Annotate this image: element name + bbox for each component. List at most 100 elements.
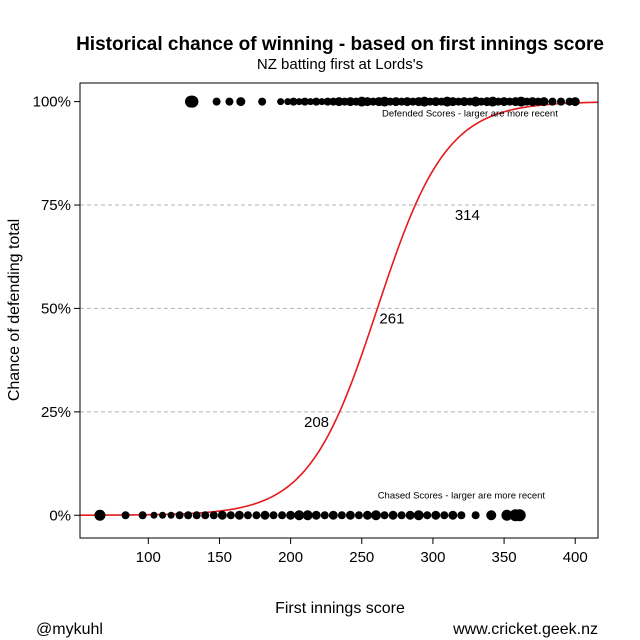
defended-point (431, 97, 441, 107)
chart-title: Historical chance of winning - based on … (76, 34, 604, 55)
curve-callout: 208 (304, 414, 329, 431)
chased-point (138, 511, 147, 520)
curve-callout: 261 (379, 310, 404, 327)
x-tick-label: 200 (278, 549, 303, 566)
annotation-label: Chased Scores - larger are more recent (378, 491, 546, 502)
y-tick-label: 25% (41, 404, 71, 421)
defended-point (295, 98, 303, 106)
chased-point (501, 509, 513, 521)
chased-point (234, 510, 244, 520)
data-points (94, 95, 580, 522)
defended-point (528, 97, 538, 107)
chased-point (311, 510, 321, 520)
y-tick-label: 75% (41, 197, 71, 214)
curve-callout: 314 (455, 207, 480, 224)
x-tick-label: 400 (563, 549, 588, 566)
x-tick-label: 350 (492, 549, 517, 566)
y-axis: 0% 25% 50% 75% 100% (33, 94, 80, 524)
x-tick-label: 100 (136, 549, 161, 566)
defended-point (277, 98, 285, 106)
score-callouts: 208 261 314 (304, 207, 480, 431)
defended-point (459, 97, 469, 107)
chased-point (278, 511, 287, 520)
chased-point (294, 510, 305, 521)
chased-point (121, 511, 130, 520)
footer-website: www.cricket.geek.nz (452, 621, 598, 638)
x-tick-label: 150 (207, 549, 232, 566)
defended-point (419, 96, 430, 107)
chased-point (269, 511, 278, 520)
defended-point (570, 97, 580, 107)
chart-subtitle: NZ batting first at Lords's (257, 56, 423, 73)
chased-point (337, 511, 346, 520)
defended-point (470, 96, 481, 107)
x-axis-title: First innings score (275, 600, 405, 617)
chased-point (252, 511, 261, 520)
annotation-label: Defended Scores - larger are more recent (382, 109, 558, 120)
chased-point (440, 511, 449, 520)
chased-point (371, 510, 381, 521)
logistic-curve (79, 101, 599, 516)
chased-point (354, 511, 363, 520)
chased-point (192, 511, 201, 520)
chased-point (260, 510, 270, 520)
defended-point (225, 97, 234, 106)
annotations: Defended Scores - larger are more recent… (378, 109, 559, 502)
defended-point (323, 97, 332, 106)
defended-point (379, 96, 390, 107)
defended-point (307, 98, 315, 106)
defended-point (499, 97, 509, 107)
chased-point (217, 510, 227, 520)
chased-point (388, 510, 398, 520)
chased-point (397, 511, 406, 520)
chased-point (167, 511, 175, 519)
win-probability-curve (79, 101, 599, 516)
chased-point (457, 511, 466, 520)
defended-point (258, 97, 267, 106)
chased-point (243, 511, 252, 520)
chased-point (175, 511, 184, 520)
chased-point (209, 511, 218, 520)
chased-point (320, 511, 329, 520)
defended-point (318, 98, 326, 106)
chased-point (471, 511, 480, 520)
defended-point (362, 97, 372, 107)
chased-point (94, 509, 106, 521)
defended-point (236, 97, 246, 107)
x-tick-label: 300 (420, 549, 445, 566)
grid-lines (80, 204, 598, 413)
defended-point (539, 97, 549, 107)
chased-point (486, 510, 497, 521)
chased-point (286, 510, 296, 520)
chased-point (302, 510, 313, 521)
defended-point (300, 97, 309, 106)
defended-point (448, 97, 458, 107)
chased-point (405, 510, 415, 520)
chased-point (380, 511, 389, 520)
chased-point (150, 511, 158, 519)
defended-point (312, 97, 321, 106)
defended-point (557, 97, 565, 106)
x-tick-label: 250 (349, 549, 374, 566)
chased-point (159, 511, 167, 519)
defended-point (487, 96, 498, 107)
chased-point (201, 511, 210, 520)
defended-point (345, 97, 355, 107)
defended-point (334, 97, 344, 107)
x-axis: 100 150 200 250 300 350 400 (136, 538, 588, 566)
defended-point (516, 96, 527, 107)
chased-point (513, 509, 526, 522)
y-axis-title: Chance of defending total (6, 219, 23, 401)
chased-point (362, 510, 372, 520)
chased-point (413, 510, 424, 521)
defended-point (284, 98, 292, 106)
chased-point (431, 510, 441, 520)
defended-point (391, 97, 401, 107)
chased-point (226, 511, 235, 520)
y-tick-label: 100% (33, 94, 71, 111)
footer-handle: @mykuhl (36, 621, 103, 638)
plot-frame (79, 82, 599, 539)
defended-point (186, 95, 199, 108)
